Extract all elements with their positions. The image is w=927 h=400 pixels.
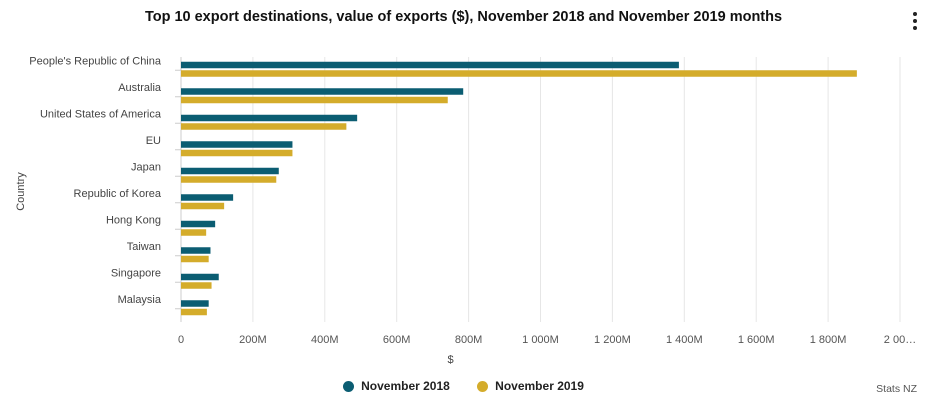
x-tick-label: 1 800M <box>810 334 847 346</box>
context-menu-icon[interactable] <box>905 12 925 34</box>
bar-nov-2019 <box>181 96 448 104</box>
x-tick-label: 800M <box>455 334 483 346</box>
y-tick-label: United States of America <box>40 108 162 120</box>
legend-label-nov-2019: November 2019 <box>495 379 584 393</box>
x-tick-label: 1 000M <box>522 334 559 346</box>
bar-nov-2018 <box>181 88 464 95</box>
legend-marker-nov-2018 <box>343 380 355 392</box>
bar-nov-2019 <box>181 308 207 316</box>
x-tick-label: 200M <box>239 334 267 346</box>
bar-nov-2019 <box>181 123 347 130</box>
legend-label-nov-2018: November 2018 <box>361 379 450 393</box>
legend-item-nov-2018[interactable]: November 2018 <box>343 379 450 393</box>
bar-chart: 0 200M 400M 600M 800M 1 000M 1 200M 1 400M 1 600… <box>15 55 916 366</box>
bar-nov-2018 <box>181 220 216 228</box>
x-tick-label: 1 400M <box>666 334 703 346</box>
chart-title: Top 10 export destinations, value of exp… <box>144 9 783 25</box>
x-tick-label: 1 200M <box>594 334 631 346</box>
bar-nov-2018 <box>181 167 279 175</box>
y-tick-label: Japan <box>131 161 161 173</box>
y-axis-title: Country <box>15 172 27 211</box>
legend: November 2018 November 2019 <box>0 379 927 395</box>
x-tick-label: 400M <box>311 334 339 346</box>
bar-nov-2019 <box>181 70 857 77</box>
y-tick-label: EU <box>146 135 161 147</box>
x-axis-title: $ <box>447 354 453 366</box>
bar-nov-2019 <box>181 282 212 289</box>
y-tick-label: Singapore <box>111 267 161 279</box>
bar-nov-2018 <box>181 300 209 307</box>
credit[interactable]: Stats NZ <box>876 383 917 395</box>
legend-item-nov-2019[interactable]: November 2019 <box>477 379 584 393</box>
x-tick-label: 2 00… <box>884 334 916 346</box>
bar-nov-2018 <box>181 273 219 281</box>
bar-nov-2018 <box>181 194 234 201</box>
x-tick-label: 600M <box>383 334 411 346</box>
bar-nov-2019 <box>181 202 225 210</box>
y-tick-label: Hong Kong <box>106 214 161 226</box>
y-tick-label: People's Republic of China <box>29 55 162 67</box>
bar-nov-2018 <box>181 61 679 69</box>
bar-nov-2019 <box>181 255 209 263</box>
bar-nov-2018 <box>181 247 211 254</box>
bar-nov-2019 <box>181 176 277 183</box>
bar-nov-2019 <box>181 229 207 236</box>
bar-nov-2019 <box>181 149 293 157</box>
bar-nov-2018 <box>181 114 358 122</box>
bar-nov-2018 <box>181 141 293 148</box>
y-tick-label: Australia <box>118 82 162 94</box>
y-tick-label: Taiwan <box>127 241 161 253</box>
x-tick-label: 0 <box>178 334 184 346</box>
y-tick-label: Malaysia <box>118 294 162 306</box>
legend-marker-nov-2019 <box>477 380 489 392</box>
x-tick-label: 1 600M <box>738 334 775 346</box>
y-tick-label: Republic of Korea <box>74 188 162 200</box>
